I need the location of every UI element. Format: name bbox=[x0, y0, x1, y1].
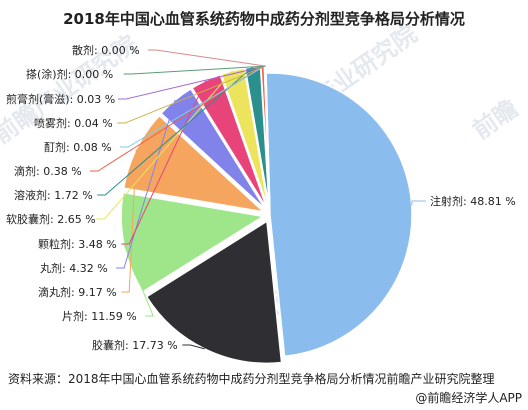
slice-label: 胶囊剂: 17.73 % bbox=[92, 338, 178, 352]
slice-label: 滴丸剂: 9.17 % bbox=[38, 285, 117, 299]
slice-label: 散剂: 0.00 % bbox=[72, 43, 140, 57]
leader-line bbox=[96, 70, 234, 220]
leader-line bbox=[411, 200, 426, 206]
leader-line bbox=[182, 344, 205, 350]
slice-label: 煎膏剂(膏滋): 0.03 % bbox=[6, 92, 115, 106]
leader-line bbox=[116, 99, 176, 269]
leader-line bbox=[121, 149, 137, 293]
slice-label: 喷雾剂: 0.04 % bbox=[34, 116, 113, 130]
pie-slice-group: 软胶囊剂: 2.65 % bbox=[6, 67, 269, 226]
slice-label: 溶液剂: 1.72 % bbox=[14, 188, 93, 202]
leader-line bbox=[148, 49, 266, 67]
slice-label: 颗粒剂: 3.48 % bbox=[38, 237, 117, 251]
chart-title: 2018年中国心血管系统药物中成药分剂型竞争格局分析情况 bbox=[63, 10, 465, 28]
leader-line bbox=[90, 65, 263, 172]
slice-label: 滴剂: 0.38 % bbox=[14, 164, 82, 178]
leader-line bbox=[118, 65, 266, 100]
leader-line bbox=[117, 65, 266, 124]
leader-line bbox=[123, 65, 266, 75]
leader-line bbox=[97, 66, 254, 196]
pie-slice-group: 胶囊剂: 17.73 % bbox=[92, 220, 283, 364]
slice-label: 搽(涂)剂: 0.00 % bbox=[26, 67, 113, 81]
slice-label: 注射剂: 48.81 % bbox=[430, 194, 516, 208]
leader-line bbox=[120, 65, 266, 148]
slice-label: 片剂: 11.59 % bbox=[62, 309, 137, 323]
leader-line bbox=[123, 243, 154, 317]
pie-slice-group: 滴丸剂: 9.17 % bbox=[38, 114, 267, 299]
pie-slice-group: 搽(涂)剂: 0.00 % bbox=[26, 65, 266, 81]
credit-note: @前瞻经济学人APP bbox=[415, 391, 522, 405]
slice-label: 酊剂: 0.08 % bbox=[44, 140, 112, 154]
pie-slice-group: 散剂: 0.00 % bbox=[72, 43, 266, 67]
pie-slice bbox=[265, 72, 413, 358]
slice-label: 丸剂: 4.32 % bbox=[40, 261, 108, 275]
slice-label: 软胶囊剂: 2.65 % bbox=[6, 212, 96, 226]
source-note: 资料来源：2018年中国心血管系统药物中成药分剂型竞争格局分析情况前瞻产业研究院… bbox=[8, 372, 495, 386]
pie-chart: 注射剂: 48.81 % 胶囊剂: 17.73 % 片剂: 11.59 % 滴丸剂: … bbox=[6, 43, 516, 364]
pie-slice-group: 注射剂: 48.81 % bbox=[265, 72, 516, 358]
leader-line bbox=[121, 80, 207, 245]
